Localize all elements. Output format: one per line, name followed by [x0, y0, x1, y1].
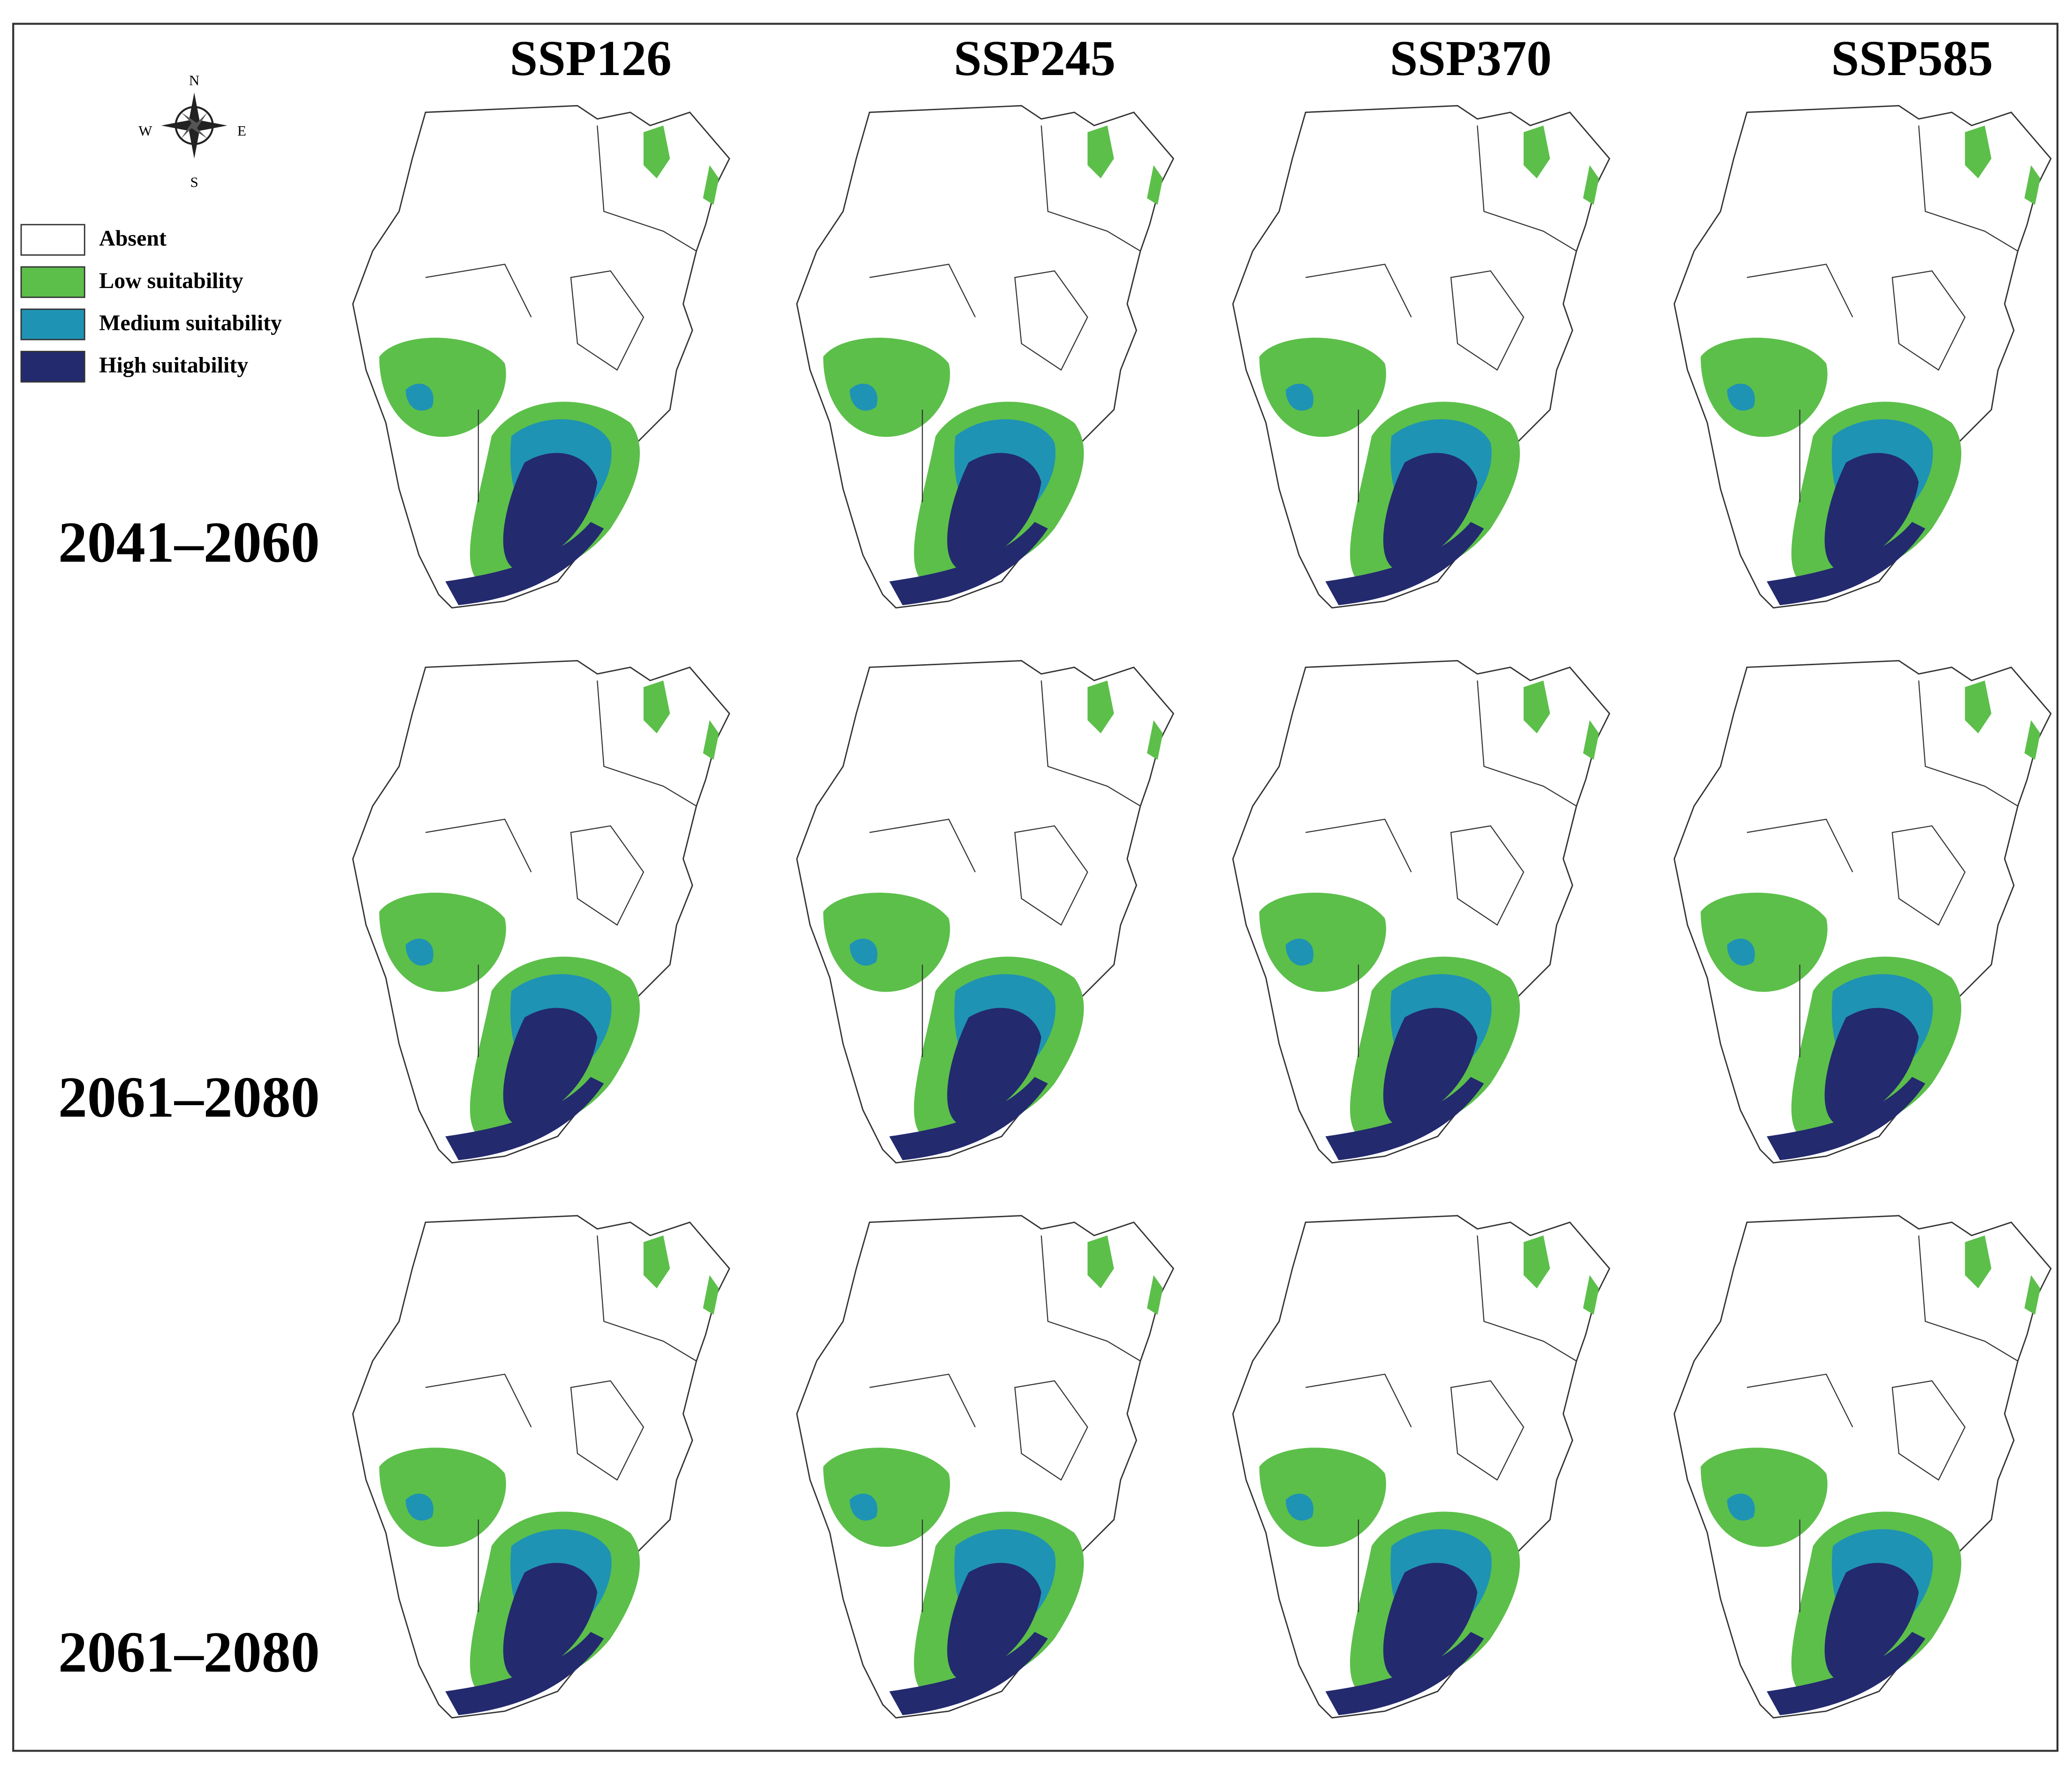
- legend-label: High suitability: [99, 353, 248, 378]
- legend: Absent Low suitability Medium suitability H…: [20, 224, 282, 383]
- compass-w: W: [138, 122, 152, 139]
- legend-label: Low suitability: [99, 268, 243, 293]
- compass-e: E: [237, 122, 246, 139]
- legend-swatch: [20, 308, 85, 341]
- legend-swatch: [20, 266, 85, 298]
- row-labels: 2041–2060 2061–2080 2061–2080: [58, 510, 320, 1684]
- compass-n: N: [189, 72, 199, 89]
- column-header: SSP126: [510, 31, 672, 86]
- column-header: SSP245: [954, 31, 1116, 86]
- row-label: 2041–2060: [58, 510, 320, 574]
- legend-swatch: [20, 224, 85, 256]
- legend-label: Medium suitability: [99, 311, 282, 335]
- compass: N E S W: [138, 72, 246, 190]
- row-label: 2061–2080: [58, 1620, 320, 1685]
- compass-s: S: [190, 174, 198, 190]
- legend-label: Absent: [99, 226, 167, 251]
- column-headers: SSP126 SSP245 SSP370 SSP585: [510, 31, 1993, 86]
- legend-swatch: [20, 350, 85, 383]
- column-header: SSP370: [1390, 31, 1552, 86]
- row-label: 2061–2080: [58, 1065, 320, 1130]
- column-header: SSP585: [1831, 31, 1993, 86]
